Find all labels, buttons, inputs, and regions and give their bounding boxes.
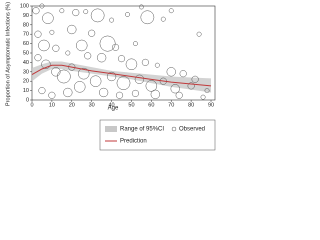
bubble (154, 62, 160, 68)
bubble (42, 12, 54, 24)
bubble (75, 39, 88, 52)
bubble (204, 88, 210, 94)
bubble (83, 9, 89, 15)
bubble (145, 80, 158, 92)
bubble (39, 3, 45, 9)
bubble (96, 53, 107, 63)
bubble (88, 29, 96, 37)
bubble (59, 8, 65, 14)
bubble (141, 58, 149, 66)
bubble (150, 89, 160, 100)
bubble (187, 82, 195, 90)
bubble (179, 70, 187, 78)
x-tick-label: 90 (208, 102, 214, 108)
bubble (67, 24, 77, 35)
bubble (56, 69, 71, 84)
x-tick-label: 20 (69, 102, 75, 108)
bubble (65, 50, 71, 56)
x-tick-label: 30 (89, 102, 95, 108)
bubble (38, 39, 50, 52)
bubble (117, 55, 126, 63)
legend-label: Prediction (120, 139, 147, 145)
bubble (90, 8, 105, 23)
bubble (72, 9, 80, 17)
bubble (131, 89, 139, 97)
bubble (34, 30, 42, 38)
x-tick-label: 70 (168, 102, 174, 108)
bubble (170, 84, 180, 94)
y-tick-label: 10 (23, 88, 29, 94)
bubble (109, 17, 115, 23)
y-tick-label: 100 (20, 3, 29, 9)
x-tick-label: 40 (109, 102, 115, 108)
bubble (41, 59, 51, 69)
x-tick-label: 80 (188, 102, 194, 108)
bubble (89, 75, 102, 87)
bubble (38, 87, 46, 95)
legend-label: Observed (179, 127, 205, 133)
legend-swatch (171, 126, 177, 132)
bubble (51, 67, 61, 77)
bubble (196, 31, 202, 37)
bubble (52, 44, 60, 52)
bubble (49, 29, 55, 35)
x-axis-label: Age (108, 106, 119, 112)
bubble (140, 10, 155, 25)
bubble (98, 87, 109, 98)
y-axis-label: Proportion of Asymptomatic Infections (%… (5, 2, 11, 106)
bubble (115, 91, 124, 99)
x-tick-label: 0 (30, 102, 33, 108)
chart: Age Proportion of Asymptomatic Infection… (5, 2, 216, 151)
bubble (99, 35, 116, 52)
bubble (63, 87, 73, 98)
y-tick-label: 90 (23, 13, 29, 19)
x-tick-label: 50 (128, 102, 134, 108)
bubble (73, 81, 86, 93)
bubble (168, 8, 174, 14)
bubble (116, 76, 131, 90)
bubble (125, 58, 138, 71)
bubble (200, 94, 206, 100)
bubble (166, 67, 176, 77)
x-tick-label: 10 (49, 102, 55, 108)
bubble (68, 63, 76, 71)
bubble (111, 43, 120, 51)
y-tick-label: 80 (23, 22, 29, 28)
y-tick-label: 60 (23, 41, 29, 47)
bubble (77, 67, 90, 80)
legend-swatch (105, 126, 117, 132)
bubble (32, 7, 40, 15)
bubble (84, 52, 92, 60)
y-tick-label: 0 (26, 97, 29, 103)
x-tick-label: 60 (148, 102, 154, 108)
legend-label: Range of 95%CI (120, 127, 164, 133)
bubble (34, 54, 42, 62)
bubble (125, 12, 130, 17)
bubble (106, 71, 117, 82)
bubble (191, 75, 199, 83)
bubble (48, 91, 56, 99)
y-tick-label: 30 (23, 69, 29, 75)
bubble (160, 16, 166, 22)
y-tick-label: 40 (23, 60, 29, 66)
bubble (132, 41, 138, 47)
bubble (134, 74, 145, 84)
y-tick-label: 50 (23, 50, 29, 56)
bubble (175, 91, 183, 99)
y-tick-label: 70 (23, 32, 29, 38)
bubble (138, 4, 144, 10)
legend-box (99, 119, 216, 151)
y-tick-label: 20 (23, 79, 29, 85)
prediction-line (31, 64, 212, 87)
